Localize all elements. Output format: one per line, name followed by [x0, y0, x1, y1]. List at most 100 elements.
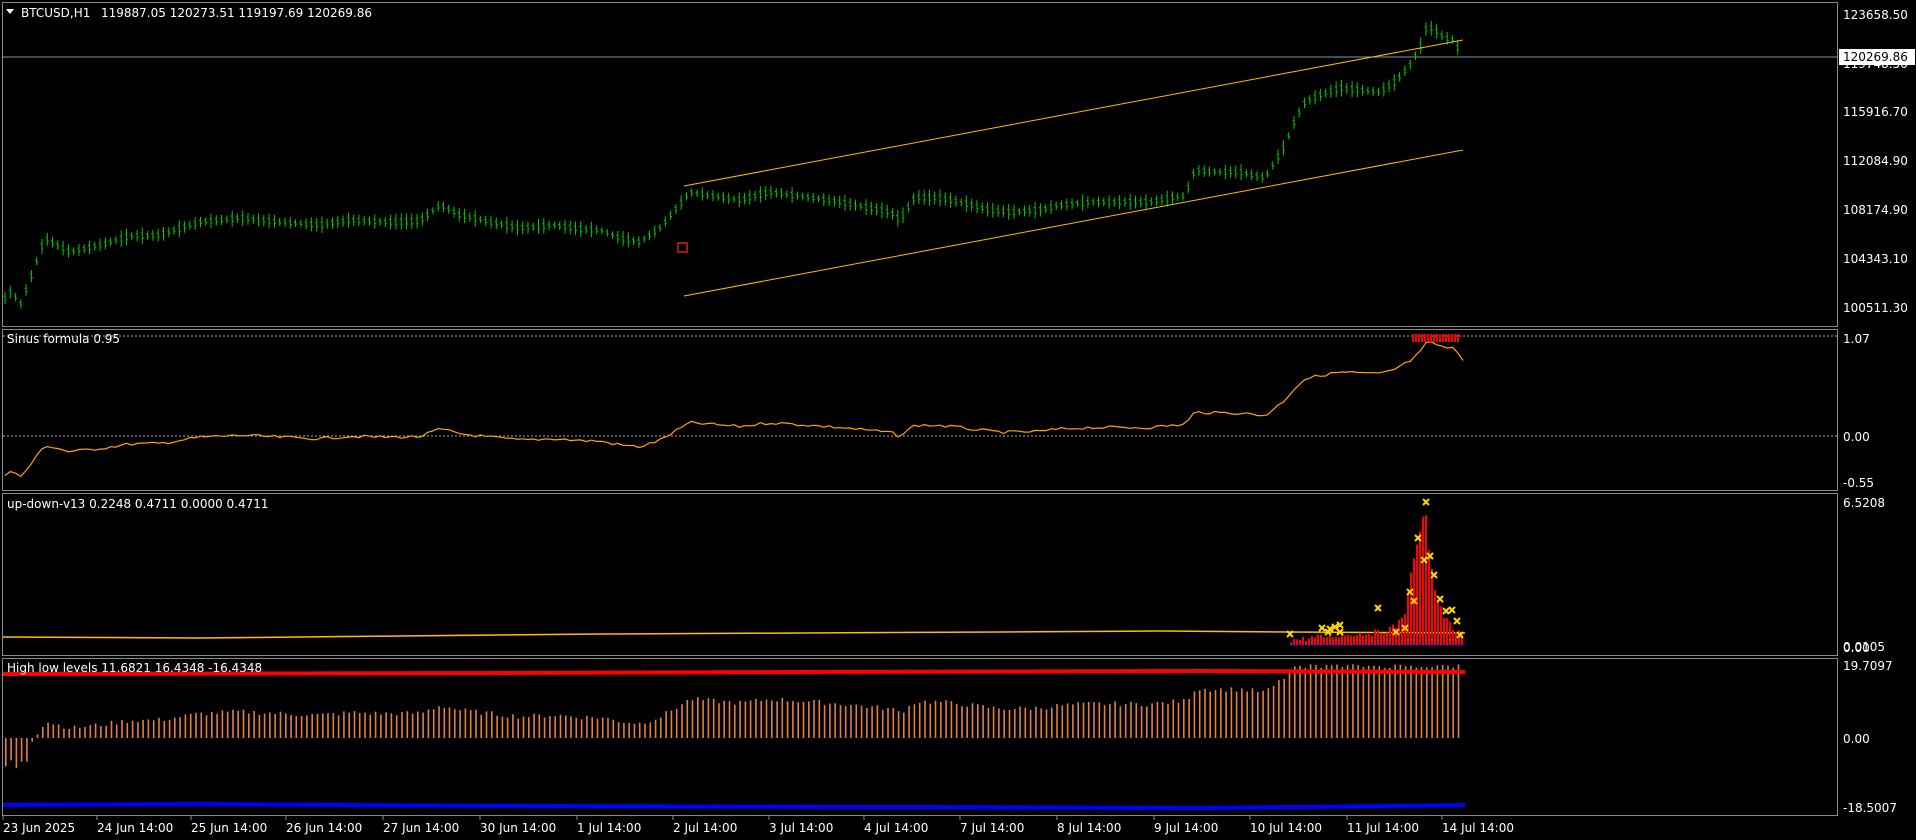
- candle: [795, 191, 799, 200]
- updown-bar: [1449, 621, 1451, 645]
- sinus-top-marker: [1457, 334, 1459, 342]
- histogram-bar: [496, 715, 498, 738]
- candle: [146, 231, 150, 240]
- histogram-bar: [142, 719, 144, 738]
- histogram-bar: [887, 707, 889, 738]
- histogram-bar: [961, 706, 963, 738]
- candle: [753, 190, 757, 202]
- candle: [1271, 161, 1275, 170]
- candle: [24, 284, 28, 296]
- histogram-bar: [712, 698, 715, 738]
- histogram-bar: [1362, 667, 1365, 738]
- main-panel[interactable]: BTCUSD,H1 119887.05 120273.51 119197.69 …: [3, 6, 1915, 315]
- high-level-line: [2, 668, 1466, 676]
- x-tick-label: 30 Jun 14:00: [480, 821, 556, 835]
- sinus-panel[interactable]: Sinus formula 0.95 1.07 0.00 -0.55: [3, 332, 1874, 490]
- updown-bar: [1407, 593, 1409, 645]
- histogram-bar: [57, 724, 60, 738]
- candle: [3, 292, 7, 304]
- candle: [484, 215, 488, 227]
- candle: [183, 221, 187, 233]
- candle: [838, 195, 842, 209]
- x-tick: 25 Jun 14:00: [190, 816, 267, 835]
- updown-x-marker-icon: [1420, 556, 1428, 564]
- candle: [716, 192, 720, 201]
- histogram-bar: [31, 738, 33, 742]
- updown-bar: [1458, 630, 1460, 645]
- histogram-bar: [1156, 701, 1159, 738]
- updown-bar: [1329, 634, 1331, 645]
- candle: [1334, 81, 1338, 98]
- x-tick: 27 Jun 14:00: [382, 816, 459, 835]
- sinus-top-marker: [1412, 334, 1414, 342]
- histogram-bar: [945, 700, 947, 738]
- candle: [1134, 195, 1137, 209]
- updown-bar: [1293, 639, 1295, 645]
- candle: [626, 232, 630, 248]
- candle: [1176, 193, 1180, 201]
- candle: [1377, 87, 1380, 96]
- updown-panel[interactable]: up-down-v13 0.2248 0.4711 0.0000 0.4711 …: [2, 496, 1885, 655]
- candle: [922, 189, 926, 205]
- updown-x-marker-icon: [1410, 597, 1418, 605]
- histogram-bar: [844, 706, 847, 738]
- histogram-bar: [1177, 702, 1180, 738]
- dropdown-triangle-icon[interactable]: [6, 9, 14, 14]
- candle: [611, 231, 614, 239]
- candle: [436, 201, 440, 212]
- histogram-bar: [221, 710, 224, 738]
- x-tick: 30 Jun 14:00: [479, 816, 556, 835]
- updown-bars: [1290, 515, 1463, 645]
- histogram-bar: [776, 701, 778, 738]
- histogram-bar: [739, 700, 741, 738]
- symbol-label: BTCUSD,H1: [21, 6, 90, 20]
- ohlc-label: 119887.05 120273.51 119197.69 120269.86: [101, 6, 372, 20]
- candle: [19, 299, 23, 309]
- candle: [679, 195, 683, 210]
- candle: [1171, 191, 1174, 204]
- candle: [980, 202, 984, 214]
- sinus-top-markers: [1412, 334, 1459, 342]
- updown-bar: [1323, 637, 1325, 645]
- candle: [991, 202, 995, 218]
- candle: [616, 230, 620, 244]
- candle: [1086, 196, 1090, 209]
- candle: [822, 193, 826, 207]
- candle: [1239, 164, 1243, 181]
- candle: [278, 217, 282, 227]
- histogram-bar: [469, 710, 472, 738]
- histogram-bar: [491, 711, 493, 738]
- x-tick-label: 14 Jul 14:00: [1442, 821, 1514, 835]
- y-tick-updown-fragment: 0.00: [1843, 641, 1870, 655]
- histogram-bar: [950, 701, 953, 738]
- histogram-bar: [211, 711, 213, 738]
- histogram-bar: [422, 712, 424, 738]
- candle: [574, 221, 577, 236]
- candle: [478, 216, 482, 224]
- histogram-bar: [1262, 690, 1264, 738]
- candle: [235, 213, 239, 223]
- updown-bar: [1299, 639, 1301, 645]
- candle: [452, 206, 456, 218]
- x-tick-label: 2 Jul 14:00: [673, 821, 737, 835]
- updown-baseline-line: [2, 630, 1466, 639]
- sinus-label: Sinus formula 0.95: [7, 332, 120, 346]
- histogram-bar: [1230, 687, 1233, 738]
- candle: [605, 229, 609, 237]
- candle: [526, 221, 530, 234]
- updown-bar: [1362, 635, 1364, 645]
- histogram-bar: [818, 700, 821, 738]
- candle: [621, 231, 625, 247]
- histogram-bar: [237, 710, 239, 738]
- histogram-bar: [998, 708, 1000, 738]
- y-tick-highlow-3: -18.5007: [1843, 801, 1897, 815]
- histogram-bar: [269, 712, 271, 738]
- highlow-panel[interactable]: High low levels 11.6821 16.4348 -16.4348…: [2, 659, 1897, 815]
- updown-x-marker-icon: [1286, 630, 1294, 638]
- candle: [383, 217, 387, 227]
- candle: [1260, 171, 1264, 183]
- candle: [35, 257, 39, 266]
- candle: [875, 203, 879, 216]
- histogram-bar: [200, 712, 203, 738]
- main-header: BTCUSD,H1 119887.05 120273.51 119197.69 …: [6, 6, 372, 20]
